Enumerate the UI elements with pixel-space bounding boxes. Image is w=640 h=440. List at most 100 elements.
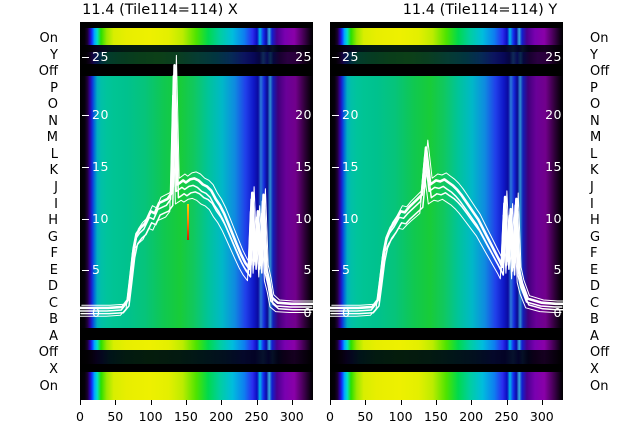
heatmap-row-11 <box>330 170 563 186</box>
inner-tick-20-x-left: 20 <box>82 107 109 122</box>
dipole-label-right-on-21: On <box>590 378 609 394</box>
dipole-label-left-n-5: N <box>48 113 58 129</box>
dipole-label-left-h-11: H <box>48 213 58 229</box>
panel-title-x: 11.4 (Tile114=114) X <box>82 2 238 18</box>
dipole-label-right-p-3: P <box>590 80 598 96</box>
xtick-mark <box>150 400 152 405</box>
dipole-label-right-h-11: H <box>590 213 600 229</box>
inner-tick-5-x-left: 5 <box>82 262 100 277</box>
dipole-label-left-off-2: Off <box>38 64 58 80</box>
inner-tick-5-x-right: 5 <box>303 262 312 277</box>
heatmap-row-8 <box>80 122 313 138</box>
heatmap-row-17 <box>330 266 563 282</box>
xtick-mark <box>115 400 117 405</box>
dipole-label-right-k-8: K <box>590 163 599 179</box>
dipole-label-right-c-16: C <box>590 295 600 311</box>
inner-tick-15-x-right: 15 <box>295 159 312 174</box>
dipole-label-left-y-1: Y <box>50 47 58 63</box>
heatmap-row-10 <box>330 154 563 170</box>
heatmap-row-21 <box>80 328 313 340</box>
trace-x-3 <box>80 95 312 317</box>
trace-y-3 <box>330 169 562 317</box>
xtick-label: 0 <box>326 409 334 424</box>
inner-tick-25-y-right: 25 <box>545 49 562 64</box>
heatmap-row-22 <box>80 340 313 350</box>
heatmap-row-3 <box>80 52 313 64</box>
xtick-label: 0 <box>76 409 84 424</box>
xtick-mark <box>365 400 367 405</box>
xtick-mark <box>80 400 81 405</box>
xtick-mark <box>291 400 293 405</box>
heatmap-row-9 <box>330 138 563 154</box>
inner-tick-15-x-left: 15 <box>82 159 109 174</box>
dipole-label-left-j-9: J <box>54 180 58 195</box>
heatmap-row-4 <box>80 64 313 76</box>
dipole-label-left-k-8: K <box>49 163 58 179</box>
orange-marker-x <box>187 204 190 241</box>
xtick-label: 50 <box>107 409 124 424</box>
heatmap-row-10 <box>80 154 313 170</box>
inner-tick-15-y-left: 15 <box>332 159 359 174</box>
heatmap-row-18 <box>80 282 313 298</box>
heatmap-row-17 <box>80 266 313 282</box>
heatmap-row-24 <box>80 364 313 372</box>
inner-tick-20-x-right: 20 <box>295 107 312 122</box>
dipole-label-left-p-3: P <box>50 80 58 96</box>
dipole-label-left-f-13: F <box>50 246 58 262</box>
xtick-label: 100 <box>388 409 413 424</box>
dipole-label-right-i-10: I <box>590 196 594 212</box>
heatmap-row-9 <box>80 138 313 154</box>
trace-x-1 <box>80 74 313 312</box>
dipole-label-left-off-19: Off <box>38 345 58 361</box>
heatmap-row-4 <box>330 64 563 76</box>
heatmap-row-19 <box>330 298 563 314</box>
panel-title-y: 11.4 (Tile114=114) Y <box>402 2 558 18</box>
trace-y-4 <box>331 139 563 306</box>
xtick-label: 250 <box>244 409 269 424</box>
xtick-label: 150 <box>173 409 198 424</box>
xtick-label: 250 <box>494 409 519 424</box>
xtick-label: 150 <box>423 409 448 424</box>
heatmap-row-2 <box>80 45 313 52</box>
heatmap-row-21 <box>330 328 563 340</box>
heatmap-row-19 <box>80 298 313 314</box>
dipole-label-right-d-15: D <box>590 279 601 295</box>
xtick-label: 300 <box>279 409 304 424</box>
dipole-label-left-a-18: A <box>49 328 58 344</box>
xtick-mark <box>400 400 402 405</box>
xtick-mark <box>471 400 473 405</box>
heatmap-row-23 <box>330 350 563 364</box>
dipole-label-left-on-21: On <box>39 378 58 394</box>
dipole-label-left-c-16: C <box>48 295 58 311</box>
heatmap-row-25 <box>80 372 313 400</box>
heatmap-panel-y[interactable]: 25 20 15 10 5 0 25 20 15 10 5 0 <box>330 22 563 400</box>
dipole-labels-left: On Y Off P O N M L K J I H G F E D C B A Off X On <box>18 22 62 400</box>
dipole-label-right-b-17: B <box>590 312 599 328</box>
inner-tick-0-y-right: 0 <box>553 305 562 320</box>
trace-group-y <box>330 139 563 317</box>
dipole-label-left-m-6: M <box>46 130 58 146</box>
inner-tick-0-y-left: 0 <box>332 305 350 320</box>
dipole-label-right-y-1: Y <box>590 47 598 63</box>
dipole-label-left-g-12: G <box>47 229 58 245</box>
dipole-label-left-e-14: E <box>49 262 58 278</box>
inner-tick-25-x-right: 25 <box>295 49 312 64</box>
xtick-label: 200 <box>459 409 484 424</box>
trace-y-0 <box>330 146 563 310</box>
heatmap-row-24 <box>330 364 563 372</box>
heatmap-row-8 <box>330 122 563 138</box>
dipole-label-right-a-18: A <box>590 328 599 344</box>
dipole-label-right-g-12: G <box>590 229 601 245</box>
heatmap-panel-x[interactable]: 25 20 15 10 5 0 25 20 15 10 5 0 <box>80 22 313 400</box>
inner-tick-20-y-right: 20 <box>545 107 562 122</box>
dipole-label-left-on-0: On <box>39 31 58 46</box>
heatmap-row-1 <box>80 28 313 45</box>
trace-x-2 <box>80 84 313 315</box>
inner-tick-5-y-right: 5 <box>553 262 562 277</box>
heatmap-row-1 <box>330 28 563 45</box>
dipole-label-right-off-19: Off <box>590 345 610 361</box>
trace-x-4 <box>81 54 313 306</box>
inner-tick-10-x-left: 10 <box>82 211 109 226</box>
heatmap-row-0 <box>330 22 563 28</box>
